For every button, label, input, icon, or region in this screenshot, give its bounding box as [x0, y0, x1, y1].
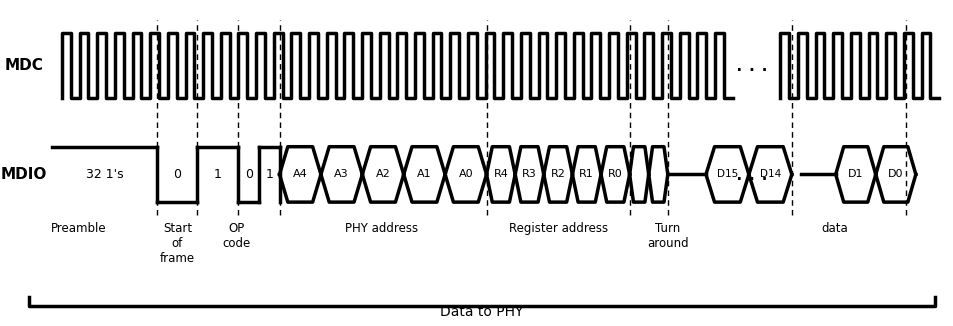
Text: A1: A1 — [416, 170, 432, 179]
Text: R2: R2 — [550, 170, 565, 179]
Text: Data to PHY: Data to PHY — [439, 305, 523, 319]
Text: R3: R3 — [521, 170, 537, 179]
Text: Turn
around: Turn around — [646, 222, 688, 250]
Text: D0: D0 — [887, 170, 902, 179]
Text: ...: ... — [732, 164, 770, 185]
Text: R1: R1 — [578, 170, 594, 179]
Text: D1: D1 — [847, 170, 862, 179]
Text: Preamble: Preamble — [51, 222, 107, 235]
Text: PHY address: PHY address — [345, 222, 417, 235]
Text: data: data — [821, 222, 847, 235]
Text: A2: A2 — [375, 170, 390, 179]
Text: D15: D15 — [716, 170, 738, 179]
Text: MDC: MDC — [5, 58, 43, 73]
Text: 32 1's: 32 1's — [86, 168, 124, 181]
Text: MDIO: MDIO — [1, 167, 47, 182]
Text: 1: 1 — [265, 168, 273, 181]
Text: 0: 0 — [245, 168, 253, 181]
Text: Register address: Register address — [508, 222, 607, 235]
Text: ...: ... — [732, 55, 770, 75]
Text: A4: A4 — [293, 170, 307, 179]
Text: 1: 1 — [213, 168, 222, 181]
Text: R0: R0 — [607, 170, 622, 179]
Text: A0: A0 — [458, 170, 473, 179]
Text: D14: D14 — [759, 170, 781, 179]
Text: A3: A3 — [334, 170, 349, 179]
Text: OP
code: OP code — [222, 222, 251, 250]
Text: 0: 0 — [173, 168, 181, 181]
Text: Start
of
frame: Start of frame — [160, 222, 194, 265]
Text: R4: R4 — [493, 170, 508, 179]
